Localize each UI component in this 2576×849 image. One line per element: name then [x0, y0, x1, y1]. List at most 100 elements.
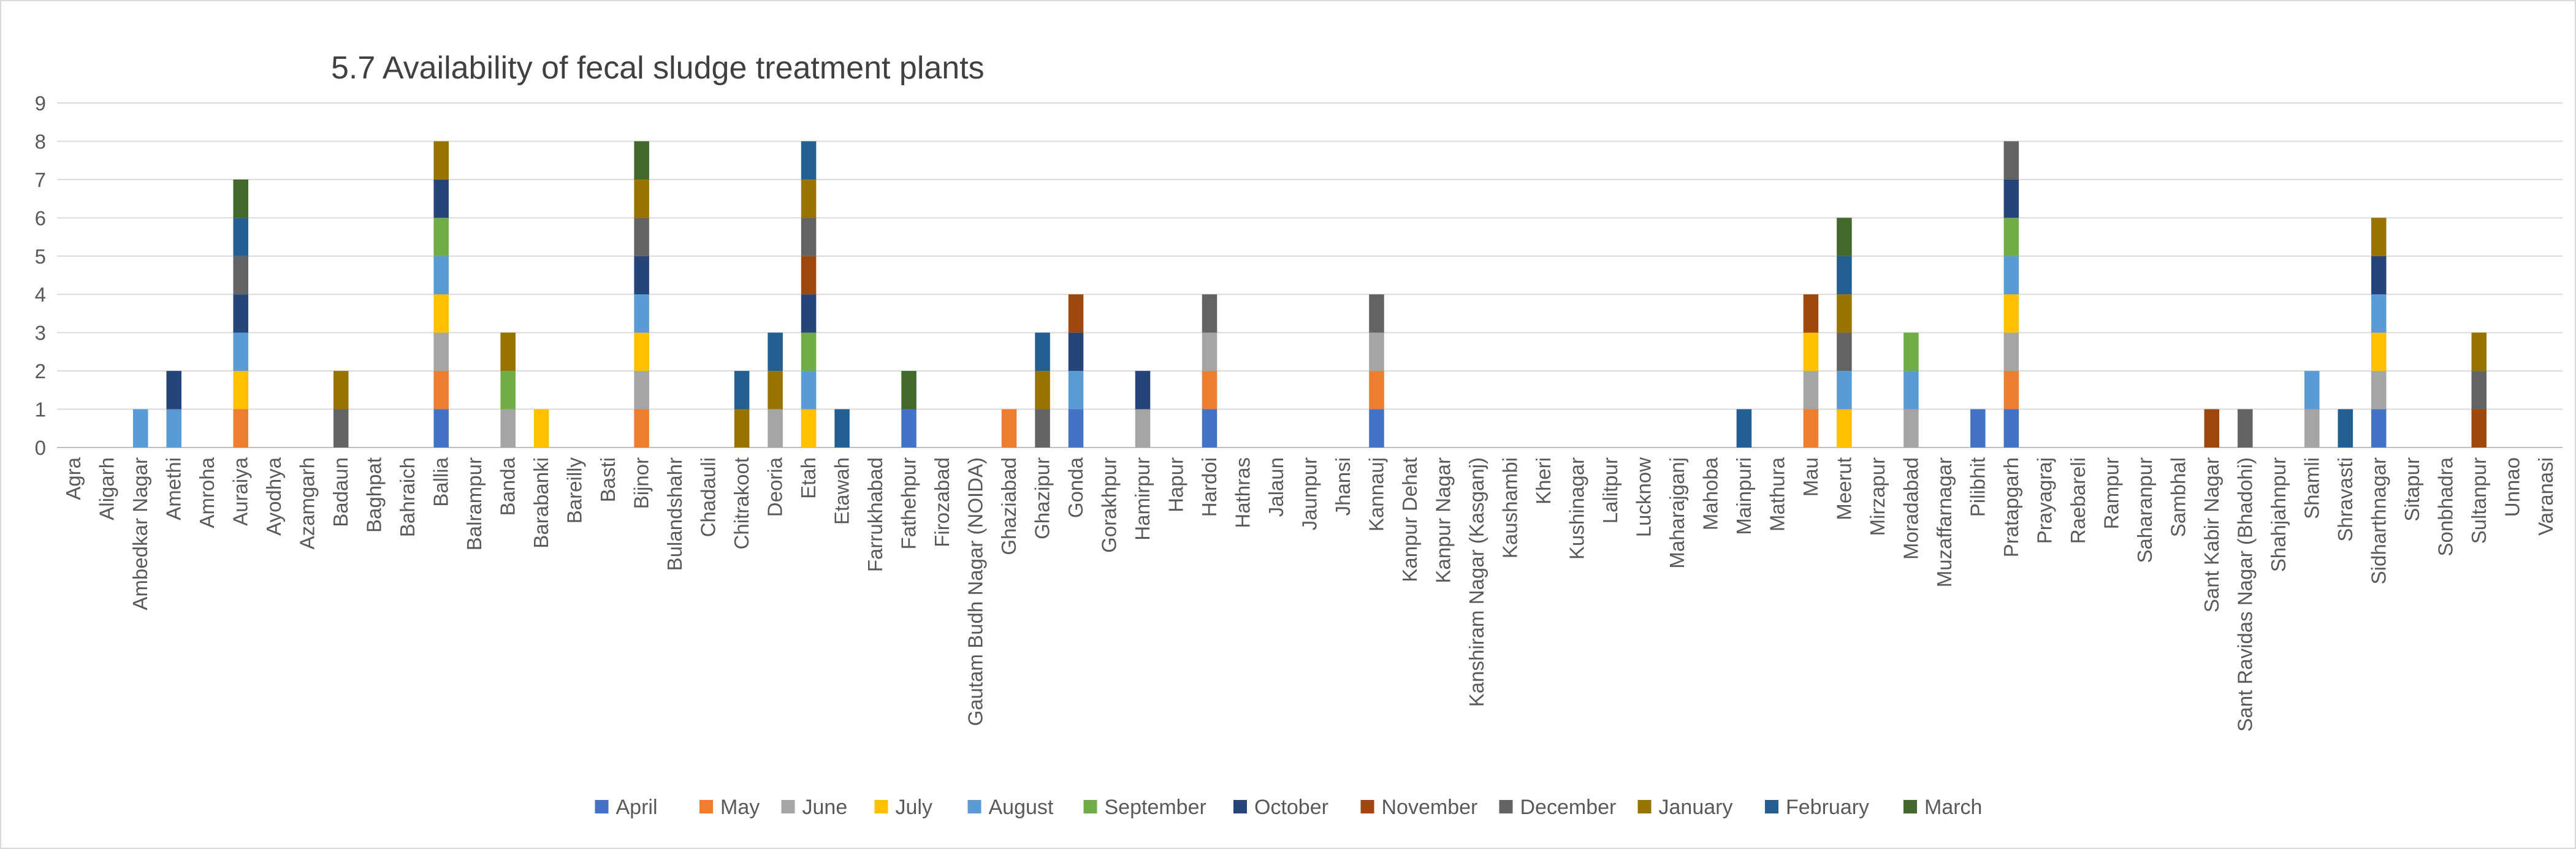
legend-swatch — [1360, 800, 1374, 813]
bar-segment — [634, 371, 649, 409]
bar-segment — [634, 218, 649, 256]
x-category-label: Auraiya — [229, 457, 252, 526]
x-category-label: Fathehpur — [897, 457, 920, 549]
legend-swatch — [781, 800, 795, 813]
bar-segment — [233, 371, 248, 409]
x-category-label: Mainpuri — [1732, 457, 1755, 535]
bar-segment — [1035, 371, 1050, 409]
bar-segment — [433, 409, 449, 447]
x-category-label: Shamli — [2300, 457, 2323, 519]
bar-segment — [801, 256, 817, 295]
legend-label: September — [1105, 796, 1206, 819]
bar-segment — [901, 371, 916, 409]
bar-segment — [801, 294, 817, 333]
x-category-label: Prayagraj — [2033, 457, 2056, 544]
bar-segment — [2371, 332, 2387, 371]
bar-segment — [1837, 294, 1852, 333]
legend-label: January — [1659, 796, 1733, 819]
legend-label: March — [1924, 796, 1982, 819]
legend-swatch — [595, 800, 609, 813]
x-category-label: Agra — [62, 457, 85, 500]
bar-segment — [734, 371, 750, 409]
y-tick-label: 2 — [35, 360, 46, 383]
bar-segment — [768, 332, 783, 371]
bar-segment — [2238, 409, 2253, 447]
x-category-label: Jaunpur — [1298, 457, 1321, 530]
bar-segment — [233, 332, 248, 371]
bar-segment — [2003, 371, 2019, 409]
x-category-label: Amethi — [162, 457, 185, 520]
x-category-label: Kaushambi — [1498, 457, 1521, 558]
x-category-label: Mathura — [1766, 457, 1788, 531]
bar-segment — [1068, 409, 1084, 447]
x-category-label: Hapur — [1165, 457, 1187, 512]
legend-label: July — [896, 796, 932, 819]
x-category-label: Banda — [497, 457, 519, 516]
y-tick-label: 0 — [35, 436, 46, 459]
bar-segment — [2003, 141, 2019, 180]
bar-segment — [1202, 294, 1218, 333]
x-category-label: Gorakhpur — [1098, 457, 1121, 553]
x-category-label: Azamgarh — [296, 457, 319, 549]
bar-segment — [834, 409, 850, 447]
bar-segment — [2371, 218, 2387, 256]
bar-segment — [1837, 409, 1852, 447]
bar-segment — [2003, 256, 2019, 295]
x-category-label: Unnao — [2501, 457, 2523, 517]
x-category-label: Kannauj — [1365, 457, 1387, 531]
x-category-label: Jhansi — [1332, 457, 1354, 516]
bar-segment — [166, 371, 181, 409]
bar-segment — [2338, 409, 2353, 447]
bar-segment — [2371, 294, 2387, 333]
bar-segment — [801, 179, 817, 218]
x-category-label: Chitrakoot — [730, 457, 753, 549]
bar-segment — [2003, 332, 2019, 371]
x-category-label: Sonbhadra — [2434, 457, 2456, 556]
y-tick-label: 3 — [35, 322, 46, 345]
bar-segment — [1837, 332, 1852, 371]
bar-segment — [500, 409, 516, 447]
bar-segment — [1803, 294, 1819, 333]
bar-segment — [634, 409, 649, 447]
bar-segment — [333, 409, 349, 447]
bar-segment — [1135, 371, 1151, 409]
x-category-label: Basti — [596, 457, 619, 502]
bar-segment — [1001, 409, 1017, 447]
x-category-label: Aligarh — [96, 457, 118, 520]
bar-segment — [1803, 371, 1819, 409]
x-category-label: Rampur — [2100, 457, 2122, 529]
x-category-label: Pratapgarh — [2000, 457, 2022, 557]
bar-segment — [2304, 371, 2320, 409]
bar-segment — [1903, 409, 1919, 447]
bar-segment — [166, 409, 181, 447]
bar-segment — [233, 179, 248, 218]
bar-segment — [1369, 332, 1384, 371]
bar-segment — [634, 294, 649, 333]
x-axis-category-labels: Agra Aligarh Ambedkar Nagar Amethi Amroha Aur… — [62, 457, 2557, 731]
y-tick-label: 8 — [35, 130, 46, 153]
bar-segment — [634, 332, 649, 371]
legend-swatch — [874, 800, 888, 813]
bar-segment — [1202, 409, 1218, 447]
bar-segment — [2471, 332, 2487, 371]
bar-segment — [1135, 409, 1151, 447]
x-category-label: Sidharthnagar — [2367, 457, 2390, 584]
x-category-label: Mirzapur — [1866, 457, 1889, 536]
bar-segment — [801, 371, 817, 409]
x-category-label: Pilibhit — [1966, 457, 1989, 517]
bar-segment — [634, 141, 649, 180]
x-category-label: Gonda — [1064, 457, 1087, 518]
x-category-label: Balrampur — [463, 457, 486, 550]
bar-segment — [1837, 218, 1852, 256]
bars — [132, 141, 2487, 447]
x-category-label: Sant Ravidas Nagar (Bhadohi) — [2233, 457, 2256, 732]
x-category-label: Deoria — [764, 457, 787, 517]
gridlines — [57, 102, 2563, 448]
x-category-label: Sant Kabir Nagar — [2200, 457, 2223, 612]
x-category-label: Mau — [1799, 457, 1822, 497]
bar-segment — [1970, 409, 1986, 447]
x-category-label: Kushinagar — [1565, 457, 1588, 560]
